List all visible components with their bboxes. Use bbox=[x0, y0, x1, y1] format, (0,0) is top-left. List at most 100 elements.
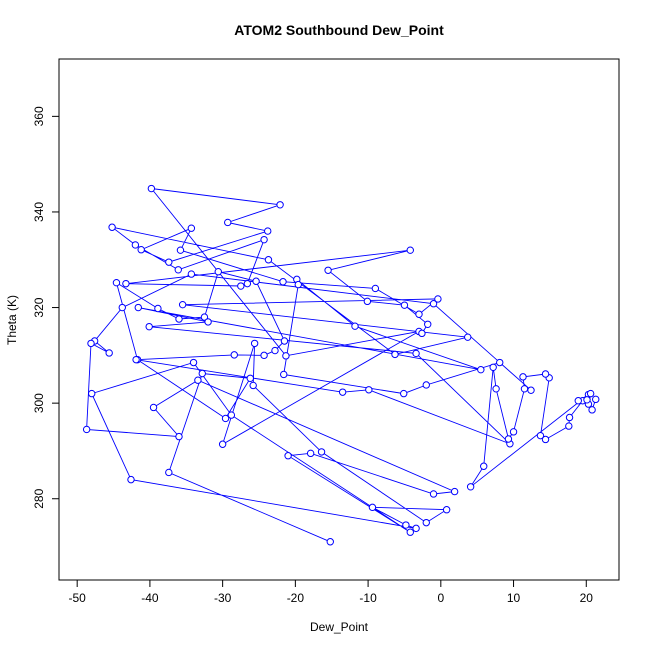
data-point bbox=[450, 487, 459, 496]
data-point bbox=[249, 381, 257, 390]
data-point bbox=[260, 351, 268, 360]
x-axis: -50 -40 -30 -20 -10 0 10 20 bbox=[69, 579, 593, 605]
data-point bbox=[509, 428, 518, 436]
data-point bbox=[175, 315, 183, 323]
data-point bbox=[338, 388, 347, 396]
data-point bbox=[434, 295, 442, 303]
data-point bbox=[264, 256, 273, 264]
data-point bbox=[541, 435, 550, 444]
data-point bbox=[82, 425, 91, 434]
data-point bbox=[134, 303, 142, 312]
data-point bbox=[400, 301, 409, 309]
data-point bbox=[536, 431, 545, 440]
data-point bbox=[527, 386, 535, 394]
data-point bbox=[276, 201, 284, 209]
data-point bbox=[187, 270, 196, 278]
data-point bbox=[363, 297, 372, 306]
data-point bbox=[574, 397, 582, 405]
data-point bbox=[583, 396, 591, 404]
data-point bbox=[368, 503, 377, 512]
data-point bbox=[154, 304, 162, 313]
data-point bbox=[230, 351, 238, 359]
series-points bbox=[82, 184, 600, 546]
data-point bbox=[145, 322, 153, 331]
data-point bbox=[284, 452, 292, 460]
data-point bbox=[424, 320, 432, 328]
data-point bbox=[218, 440, 227, 448]
data-point bbox=[237, 282, 245, 290]
data-point bbox=[492, 385, 500, 393]
series-lines bbox=[86, 187, 597, 543]
data-point bbox=[204, 318, 212, 326]
x-tick-label: 0 bbox=[437, 591, 444, 605]
data-point bbox=[519, 373, 527, 381]
data-point bbox=[306, 449, 315, 458]
data-point bbox=[588, 406, 596, 414]
data-point bbox=[400, 389, 408, 398]
data-point bbox=[504, 435, 513, 443]
data-point bbox=[280, 337, 289, 345]
data-point bbox=[480, 462, 488, 470]
data-point bbox=[402, 521, 410, 529]
data-point bbox=[592, 395, 600, 404]
data-point bbox=[280, 370, 288, 379]
data-point bbox=[105, 349, 113, 357]
data-point bbox=[406, 528, 414, 536]
y-tick-label: 280 bbox=[32, 488, 46, 508]
x-tick-label: -20 bbox=[287, 591, 305, 605]
data-point bbox=[264, 227, 272, 235]
data-point bbox=[246, 374, 254, 382]
data-point bbox=[415, 310, 423, 318]
data-point bbox=[189, 358, 198, 367]
data-point bbox=[365, 386, 373, 394]
data-point bbox=[324, 266, 332, 274]
y-tick-label: 320 bbox=[32, 297, 46, 317]
data-point bbox=[565, 422, 573, 430]
data-point bbox=[260, 235, 268, 244]
x-tick-label: -10 bbox=[359, 591, 377, 605]
data-point bbox=[541, 370, 550, 378]
data-point bbox=[200, 313, 209, 321]
data-point bbox=[149, 403, 158, 412]
y-tick-label: 360 bbox=[32, 106, 46, 126]
data-point bbox=[178, 300, 187, 309]
data-point bbox=[496, 358, 504, 367]
data-point bbox=[147, 184, 156, 193]
data-point bbox=[127, 475, 135, 484]
x-tick-label: 10 bbox=[507, 591, 521, 605]
chart-title: ATOM2 Southbound Dew_Point bbox=[234, 22, 444, 38]
data-point bbox=[132, 355, 140, 364]
y-axis-label: Theta (K) bbox=[5, 295, 19, 345]
x-tick-label: -30 bbox=[214, 591, 232, 605]
series-line-1 bbox=[86, 187, 532, 543]
y-axis: 280 300 320 340 360 bbox=[32, 106, 60, 509]
data-point bbox=[87, 339, 95, 348]
data-point bbox=[565, 413, 574, 422]
data-point bbox=[174, 266, 182, 274]
data-point bbox=[271, 346, 279, 355]
data-point bbox=[351, 322, 359, 330]
data-point bbox=[282, 352, 290, 360]
data-point bbox=[466, 483, 475, 491]
data-point bbox=[118, 303, 126, 312]
data-point bbox=[326, 538, 334, 546]
data-point bbox=[122, 279, 130, 288]
data-point bbox=[165, 468, 173, 477]
data-point bbox=[221, 414, 230, 423]
data-point bbox=[391, 350, 399, 359]
data-point bbox=[489, 363, 497, 371]
x-tick-label: -50 bbox=[69, 591, 87, 605]
data-point bbox=[294, 280, 302, 289]
data-point bbox=[418, 329, 426, 338]
data-point bbox=[442, 506, 451, 514]
y-tick-label: 340 bbox=[32, 202, 46, 222]
data-point bbox=[406, 246, 414, 254]
data-point bbox=[224, 218, 232, 227]
data-point bbox=[108, 223, 116, 231]
data-point bbox=[187, 224, 196, 232]
data-point bbox=[412, 349, 420, 358]
data-point bbox=[317, 448, 326, 456]
data-point bbox=[371, 284, 380, 293]
data-point bbox=[112, 278, 121, 287]
